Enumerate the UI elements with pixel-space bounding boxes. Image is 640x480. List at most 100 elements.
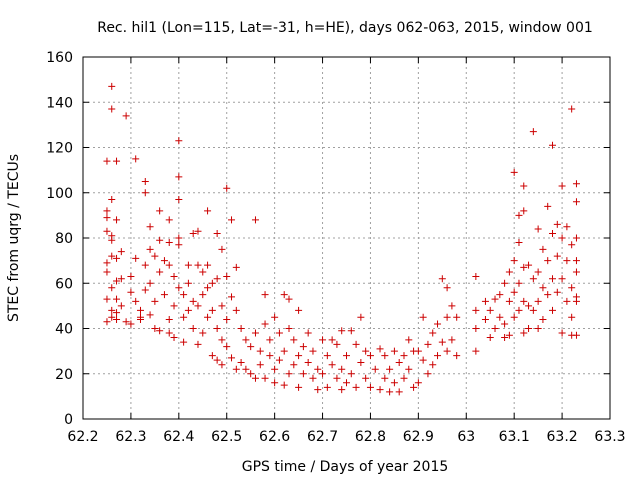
- data-point: [390, 379, 398, 387]
- data-point: [261, 320, 269, 328]
- data-point: [218, 245, 226, 253]
- data-point: [323, 352, 331, 360]
- data-point: [223, 343, 231, 351]
- data-point: [520, 297, 528, 305]
- data-point: [237, 358, 245, 366]
- data-point: [113, 157, 121, 165]
- data-point: [199, 329, 207, 337]
- data-point: [357, 358, 365, 366]
- data-point: [122, 318, 130, 326]
- data-point: [280, 347, 288, 355]
- data-point: [108, 196, 116, 204]
- y-tick-label: 80: [55, 231, 73, 247]
- data-point: [424, 340, 432, 348]
- data-point: [544, 202, 552, 210]
- data-point: [141, 261, 149, 269]
- data-point: [515, 306, 523, 314]
- y-tick-label: 0: [64, 412, 73, 428]
- data-point: [362, 374, 370, 382]
- data-point: [505, 297, 513, 305]
- data-point: [184, 261, 192, 269]
- plot-frame: [82, 56, 611, 420]
- data-point: [208, 279, 216, 287]
- data-point: [481, 297, 489, 305]
- data-point: [534, 225, 542, 233]
- data-point: [501, 279, 509, 287]
- data-point: [170, 272, 178, 280]
- data-point: [113, 254, 121, 262]
- data-point: [247, 370, 255, 378]
- data-point: [400, 374, 408, 382]
- data-point: [534, 325, 542, 332]
- data-point: [103, 295, 111, 303]
- data-point: [328, 361, 336, 369]
- x-tick-label: 62.4: [163, 429, 194, 445]
- data-point: [371, 365, 379, 373]
- grid-layer: [83, 57, 610, 419]
- data-point: [175, 284, 183, 292]
- data-point: [558, 234, 566, 242]
- x-tick-label: 63.2: [547, 429, 578, 445]
- data-point: [328, 336, 336, 344]
- data-point: [491, 295, 499, 303]
- data-point: [309, 347, 317, 355]
- data-point: [189, 229, 197, 237]
- data-point: [510, 288, 518, 296]
- data-point: [113, 277, 121, 285]
- data-point: [534, 297, 542, 305]
- data-point: [199, 291, 207, 299]
- data-point: [189, 325, 197, 332]
- x-tick-label: 63.3: [594, 429, 625, 445]
- data-point: [568, 241, 576, 249]
- data-point: [338, 327, 346, 335]
- data-point: [568, 284, 576, 292]
- data-point: [141, 177, 149, 185]
- data-point: [204, 313, 212, 321]
- data-point: [213, 356, 221, 364]
- y-tick-label: 120: [46, 141, 73, 157]
- data-point: [261, 291, 269, 299]
- data-point: [242, 336, 250, 344]
- data-point: [343, 352, 350, 360]
- data-point: [108, 105, 116, 113]
- data-point: [108, 82, 116, 90]
- data-point: [228, 216, 236, 224]
- data-point: [232, 306, 240, 314]
- data-point: [132, 254, 140, 262]
- data-point: [520, 263, 528, 271]
- x-tick-label: 62.8: [355, 429, 386, 445]
- data-point: [194, 302, 202, 310]
- x-tick-label: 62.2: [67, 429, 98, 445]
- data-point: [228, 293, 236, 301]
- data-point: [204, 284, 212, 292]
- data-point: [568, 105, 576, 113]
- data-point: [558, 329, 566, 337]
- data-point: [290, 361, 298, 369]
- data-point: [136, 315, 144, 323]
- data-point: [544, 291, 552, 299]
- data-point: [520, 329, 528, 337]
- data-point: [534, 268, 542, 276]
- data-point: [558, 275, 566, 283]
- data-point: [491, 325, 499, 332]
- data-point: [443, 284, 451, 292]
- x-tick-label: 63.1: [499, 429, 530, 445]
- data-point: [352, 383, 360, 391]
- data-point: [127, 320, 135, 328]
- y-axis-label: STEC from uqrg / TECUs: [6, 154, 22, 322]
- data-point: [113, 309, 121, 317]
- data-point: [501, 320, 509, 328]
- data-point: [127, 272, 135, 280]
- data-point: [496, 291, 504, 299]
- data-point: [429, 329, 437, 337]
- y-tick-label: 60: [55, 276, 73, 292]
- data-point: [472, 325, 480, 332]
- data-point: [309, 374, 317, 382]
- data-point: [486, 306, 494, 314]
- data-point: [251, 374, 259, 382]
- data-point: [117, 248, 125, 256]
- data-point: [395, 388, 403, 396]
- data-point: [213, 229, 221, 237]
- data-point: [184, 306, 192, 314]
